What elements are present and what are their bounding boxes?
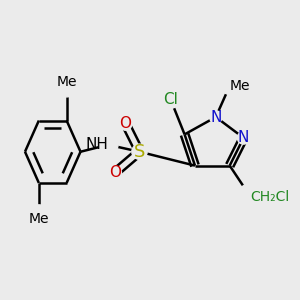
Circle shape (31, 205, 46, 220)
Text: N: N (238, 130, 249, 146)
Circle shape (119, 118, 132, 130)
Text: S: S (134, 143, 145, 161)
Text: Me: Me (230, 79, 250, 93)
Text: NH: NH (85, 137, 108, 152)
Text: N: N (210, 110, 221, 124)
Circle shape (59, 82, 74, 97)
Text: Me: Me (56, 75, 77, 89)
Circle shape (221, 77, 238, 94)
Text: O: O (120, 116, 132, 131)
Text: CH₂Cl: CH₂Cl (250, 190, 290, 204)
Circle shape (98, 135, 118, 154)
Circle shape (132, 144, 147, 159)
Circle shape (237, 184, 264, 210)
Circle shape (210, 111, 222, 123)
Circle shape (162, 91, 179, 108)
Text: O: O (109, 165, 121, 180)
Circle shape (109, 166, 122, 179)
Text: Me: Me (28, 212, 49, 226)
Text: Cl: Cl (163, 92, 178, 107)
Circle shape (237, 132, 250, 144)
